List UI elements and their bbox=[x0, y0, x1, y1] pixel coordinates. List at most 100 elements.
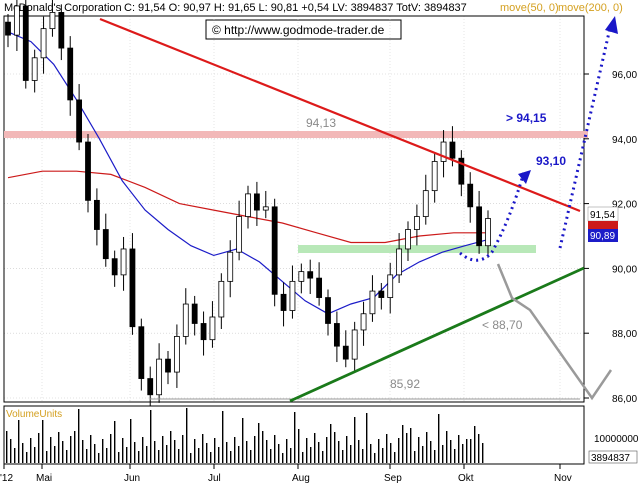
resistance-band bbox=[4, 131, 588, 138]
volume-bar bbox=[138, 451, 140, 463]
candle-body bbox=[449, 141, 456, 159]
volume-bar bbox=[310, 447, 312, 463]
volume-bar bbox=[38, 433, 40, 463]
candle-body bbox=[316, 277, 323, 298]
volume-bar bbox=[86, 449, 88, 463]
candle-body bbox=[413, 216, 420, 230]
volume-bar bbox=[354, 417, 356, 463]
candle-body bbox=[422, 190, 429, 217]
volume-bar bbox=[398, 438, 400, 463]
volume-bar bbox=[74, 431, 76, 463]
volume-bar bbox=[270, 449, 272, 463]
x-tick-label: '12 bbox=[0, 473, 13, 484]
volume-bar bbox=[358, 440, 360, 463]
volume-bar bbox=[338, 441, 340, 463]
candle-body bbox=[378, 290, 385, 298]
volume-bar bbox=[218, 447, 220, 463]
volume-bar bbox=[214, 438, 216, 463]
candle-body bbox=[440, 141, 447, 162]
volume-bar bbox=[430, 441, 432, 463]
volume-bar bbox=[446, 431, 448, 463]
volume-bar bbox=[410, 428, 412, 463]
volume-bar bbox=[198, 448, 200, 463]
volume-bar bbox=[250, 450, 252, 463]
volume-bar bbox=[290, 448, 292, 463]
candle-body bbox=[351, 329, 358, 360]
volume-bar bbox=[450, 440, 452, 463]
volume-bar bbox=[222, 411, 224, 463]
low-label: 85,92 bbox=[390, 377, 420, 391]
candle-body bbox=[360, 313, 367, 331]
volume-bar bbox=[26, 452, 28, 463]
volume-bar bbox=[158, 450, 160, 463]
volume-bar bbox=[378, 439, 380, 463]
candle-body bbox=[138, 326, 145, 379]
volume-bar bbox=[346, 436, 348, 463]
x-axis: '12 Mai Jun Jul Aug Sep Okt Nov bbox=[0, 464, 572, 484]
x-tick-label: Jun bbox=[124, 473, 140, 484]
volume-bar bbox=[54, 446, 56, 463]
volume-bar bbox=[242, 418, 244, 463]
candle-body bbox=[58, 12, 65, 49]
volume-bar bbox=[118, 452, 120, 463]
volume-bar bbox=[462, 444, 464, 463]
volume-bar bbox=[114, 421, 116, 463]
volume-bar bbox=[182, 435, 184, 463]
scenario-path bbox=[496, 263, 613, 401]
volume-bar bbox=[82, 440, 84, 463]
candle-body bbox=[173, 336, 180, 373]
projection-path-up bbox=[558, 27, 612, 249]
volume-bar bbox=[94, 444, 96, 463]
volume-bar bbox=[226, 442, 228, 463]
volume-bar bbox=[322, 451, 324, 463]
y-tick-label: 86,00 bbox=[612, 394, 637, 405]
volume-bar bbox=[466, 439, 468, 463]
candle-body bbox=[200, 323, 207, 341]
candle-body bbox=[22, 5, 29, 81]
volume-bar bbox=[374, 453, 376, 463]
candle-body bbox=[147, 378, 154, 396]
volume-bar bbox=[194, 439, 196, 463]
volume-bar bbox=[402, 425, 404, 463]
candle-body bbox=[396, 248, 403, 276]
candle-body bbox=[40, 28, 47, 59]
candle-body bbox=[245, 193, 251, 217]
volume-bar bbox=[318, 442, 320, 463]
volume-bar bbox=[262, 431, 264, 463]
ma50-badge-bg bbox=[588, 229, 618, 242]
volume-bar bbox=[414, 451, 416, 463]
volume-tick-high: 10000000 bbox=[594, 434, 639, 445]
volume-bar bbox=[230, 451, 232, 463]
volume-bar bbox=[178, 449, 180, 463]
volume-bar bbox=[6, 431, 8, 463]
copyright-box bbox=[205, 19, 402, 40]
volume-bar bbox=[130, 419, 132, 463]
x-tick-label: Sep bbox=[384, 473, 402, 484]
target-down-label: < 88,70 bbox=[482, 318, 523, 332]
volume-bar bbox=[434, 450, 436, 463]
candle-body bbox=[5, 21, 11, 36]
volume-bar bbox=[162, 436, 164, 463]
y-tick-label: 90,00 bbox=[612, 264, 637, 275]
volume-bar bbox=[134, 442, 136, 463]
volume-bar bbox=[234, 437, 236, 463]
volume-bar bbox=[166, 445, 168, 463]
candle-body bbox=[182, 303, 189, 337]
volume-bar bbox=[42, 420, 44, 463]
volume-bar bbox=[366, 413, 368, 463]
volume-bar bbox=[206, 443, 208, 463]
volume-bar bbox=[286, 439, 288, 463]
price-badge-close: 91,54 bbox=[590, 210, 615, 221]
volume-bar bbox=[174, 440, 176, 463]
price-badge-ma50: 90,89 bbox=[590, 231, 615, 242]
volume-bar bbox=[238, 446, 240, 463]
candle-body bbox=[467, 183, 474, 208]
volume-bar bbox=[102, 439, 104, 463]
volume-bar bbox=[78, 409, 80, 463]
volume-bar bbox=[306, 438, 308, 463]
candle-body bbox=[156, 358, 163, 396]
downtrend-line bbox=[99, 17, 581, 213]
volume-bar bbox=[370, 444, 372, 463]
copyright-text: © http://www.godmode-trader.de bbox=[212, 23, 385, 37]
